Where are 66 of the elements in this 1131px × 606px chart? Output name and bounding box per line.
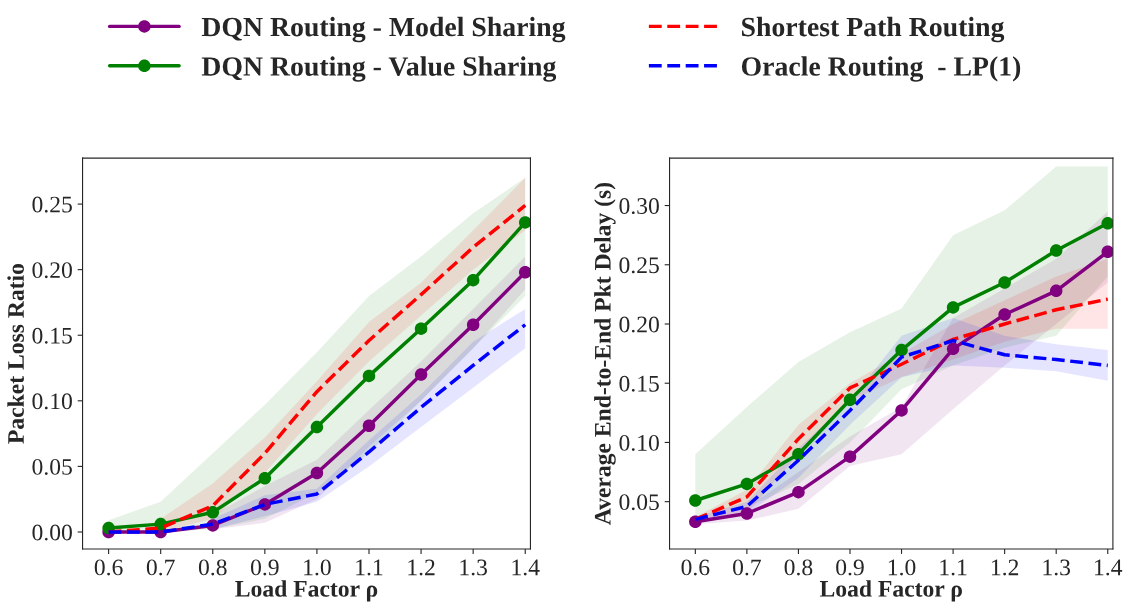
point: [1049, 284, 1063, 298]
x-tick-label: 0.9: [250, 559, 279, 576]
y-tick-label: 0.05: [619, 494, 659, 511]
x-tick-label: 1.2: [991, 559, 1019, 576]
x-tick-label: 0.8: [784, 559, 813, 576]
y-axis-title: Packet Loss Ratio: [7, 264, 24, 444]
y-tick-label: 0.00: [32, 524, 72, 541]
y-tick-label: 0.20: [619, 316, 659, 333]
y-tick-label: 0.25: [32, 196, 72, 213]
point: [258, 471, 272, 485]
point: [998, 308, 1011, 321]
y-tick-label: 0.30: [619, 198, 659, 215]
x-tick-label: 0.6: [681, 559, 710, 576]
point: [1049, 244, 1063, 257]
x-tick-label: 1.1: [356, 559, 383, 576]
y-tick-label: 0.10: [32, 393, 72, 410]
point: [414, 368, 428, 381]
point: [362, 419, 376, 432]
point: [310, 466, 324, 480]
x-tick-label: 0.9: [836, 559, 864, 576]
x-tick-label: 1.1: [940, 559, 967, 576]
point: [362, 369, 376, 383]
point: [843, 393, 857, 407]
x-tick-label: 1.0: [888, 559, 916, 576]
legend-label: DQN Routing - Value Sharing: [201, 56, 557, 82]
x-tick-label: 1.0: [304, 559, 331, 576]
x-axis-title: Load Factor ρ: [235, 580, 378, 602]
x-tick-label: 0.7: [733, 559, 761, 576]
point: [895, 404, 908, 417]
point: [466, 318, 480, 331]
y-tick-label: 0.10: [619, 434, 659, 451]
point: [740, 477, 754, 491]
x-tick-label: 1.4: [512, 559, 540, 576]
point: [895, 343, 908, 357]
point: [466, 273, 480, 287]
x-tick-label: 1.4: [1095, 559, 1123, 576]
point: [310, 420, 324, 434]
y-tick-label: 0.15: [32, 327, 72, 344]
legend-label: Oracle Routing - LP(1): [741, 56, 1021, 82]
point: [414, 322, 428, 335]
x-tick-label: 1.3: [1043, 559, 1071, 576]
point: [518, 216, 531, 229]
point: [1101, 217, 1113, 230]
y-tick-label: 0.20: [32, 262, 72, 279]
y-tick-label: 0.15: [619, 375, 659, 392]
legend-label: Shortest Path Routing: [742, 16, 1005, 43]
x-tick-label: 1.2: [408, 559, 435, 576]
point: [843, 450, 857, 463]
point: [792, 485, 805, 499]
legend-label: DQN Routing - Model Sharing: [201, 16, 566, 43]
x-tick-label: 1.3: [460, 559, 487, 576]
point: [740, 507, 754, 520]
point: [689, 494, 702, 507]
y-tick-label: 0.25: [619, 257, 659, 274]
y-axis-title: Average End-to-End Pkt Delay (s): [594, 183, 616, 525]
y-tick-label: 0.05: [32, 458, 72, 475]
point: [946, 301, 960, 314]
x-tick-label: 0.6: [94, 559, 123, 576]
point: [206, 506, 220, 519]
point: [518, 266, 531, 279]
x-axis-title: Load Factor ρ: [819, 580, 962, 602]
x-tick-label: 0.7: [146, 559, 175, 576]
point: [998, 276, 1011, 289]
point: [946, 342, 960, 356]
point: [1101, 245, 1113, 258]
x-tick-label: 0.8: [198, 559, 227, 576]
